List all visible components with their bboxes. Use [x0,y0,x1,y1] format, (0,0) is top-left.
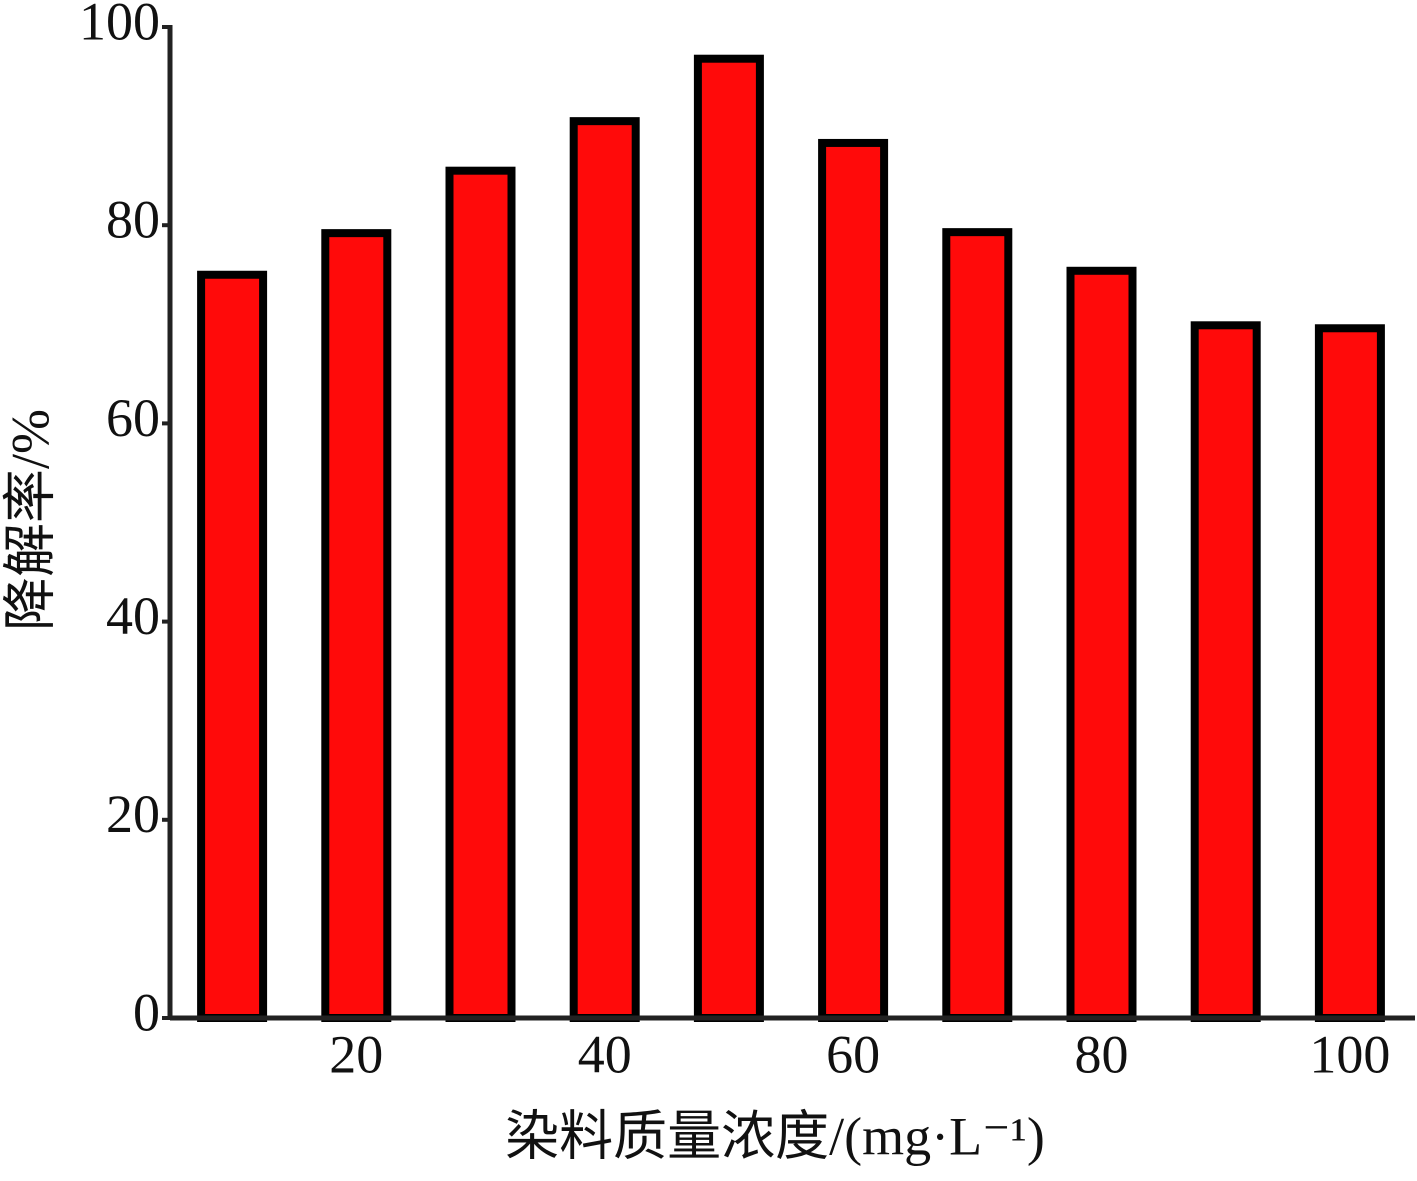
bar [321,229,392,1023]
bar [1314,324,1385,1023]
y-tick-label: 0 [133,982,160,1042]
bar [942,228,1013,1022]
y-axis-label: 降解率/% [0,409,60,631]
y-tick-label: 20 [106,784,160,844]
x-tick-label: 20 [329,1024,383,1084]
x-tick-label: 80 [1075,1024,1129,1084]
y-tick-label: 60 [106,388,160,448]
y-tick-label: 80 [106,190,160,250]
bar [1066,266,1137,1022]
x-tick-label: 100 [1309,1024,1390,1084]
bar [569,117,640,1022]
bar [818,138,889,1022]
y-tick-label: 100 [79,0,160,51]
x-tick-label: 60 [826,1024,880,1084]
y-tick-label: 40 [106,586,160,646]
bar [445,166,516,1022]
bar [197,270,268,1022]
bar [1190,321,1261,1022]
bar [693,54,764,1023]
x-tick-label: 40 [578,1024,632,1084]
x-axis-label: 染料质量浓度/(mg·L⁻¹) [505,1106,1045,1166]
